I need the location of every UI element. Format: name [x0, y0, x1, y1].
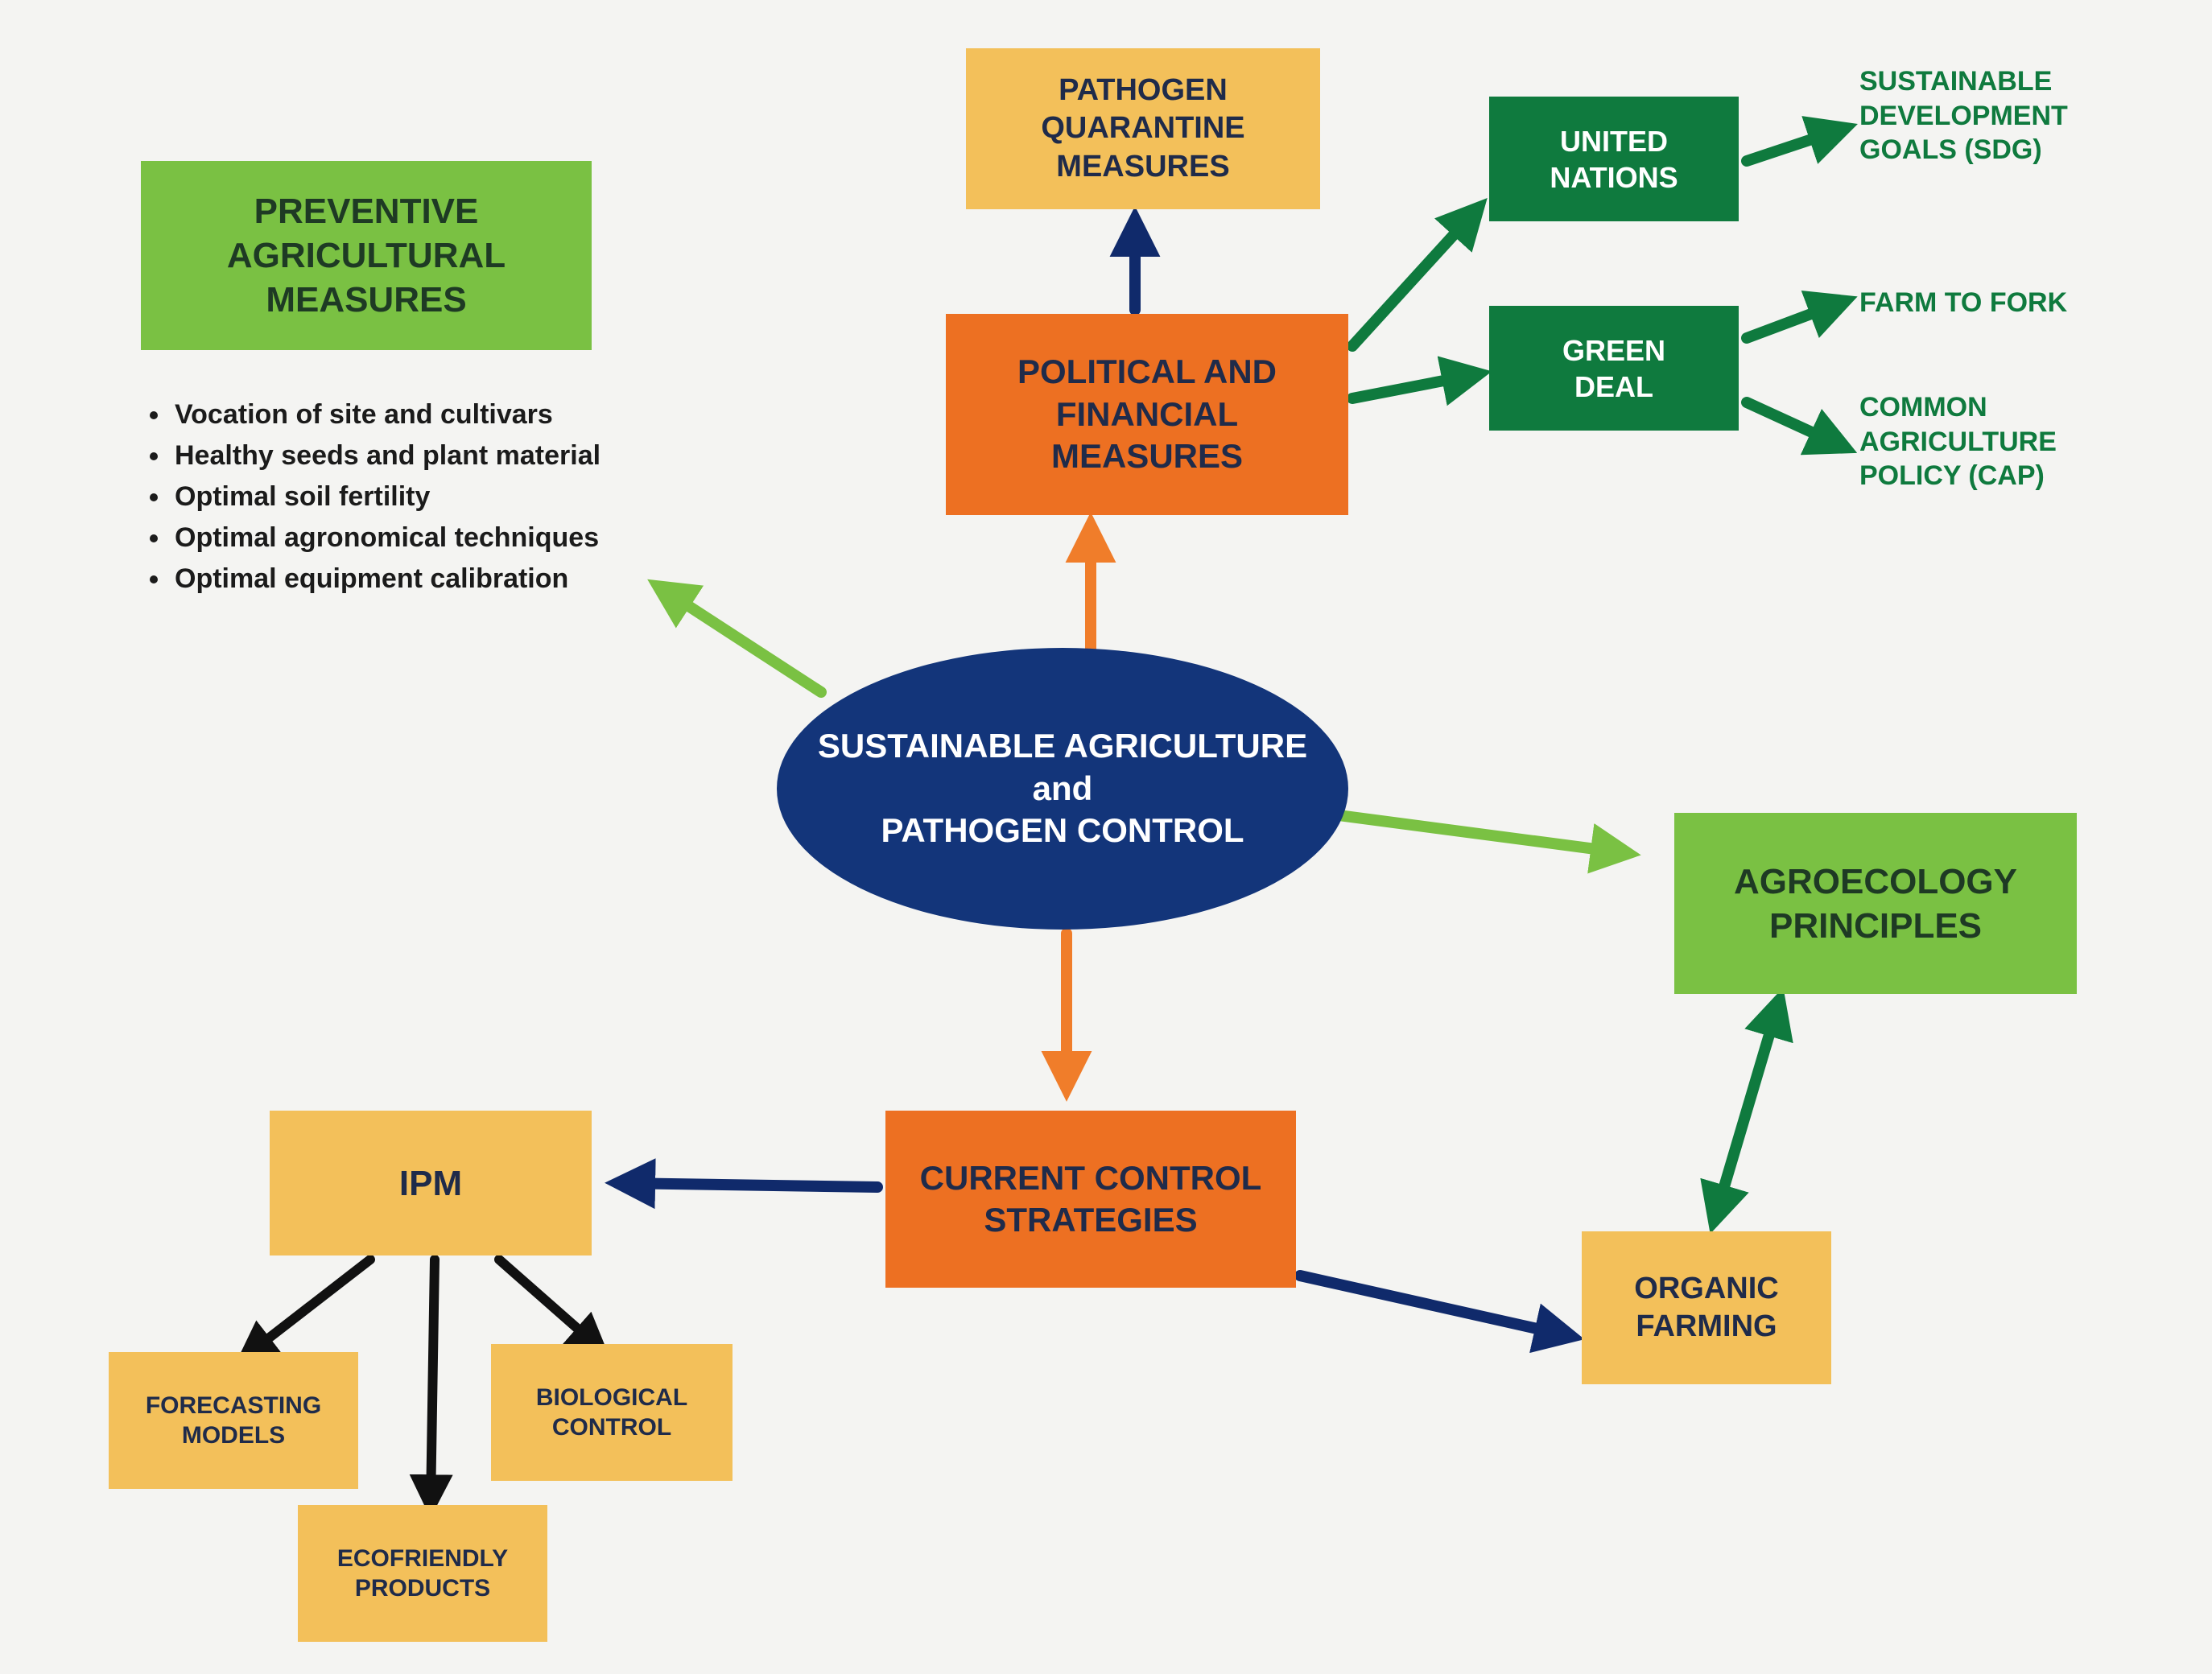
node-united-nations: UNITED NATIONS	[1489, 97, 1739, 221]
node-forecasting-models: FORECASTING MODELS	[109, 1352, 358, 1489]
arrow-greendeal-to-cap	[1747, 402, 1843, 447]
arrow-current-to-organic	[1300, 1276, 1570, 1336]
text-farm-to-fork: FARM TO FORK	[1859, 286, 2067, 320]
node-green-deal: GREEN DEAL	[1489, 306, 1739, 431]
node-biological-control: BIOLOGICAL CONTROL	[491, 1344, 733, 1481]
node-agroecology-principles: AGROECOLOGY PRINCIPLES	[1674, 813, 2077, 994]
node-ipm: IPM	[270, 1111, 592, 1256]
preventive-bullet-list: Vocation of site and cultivarsHealthy se…	[141, 394, 600, 600]
node-current-control: CURRENT CONTROL STRATEGIES	[885, 1111, 1296, 1288]
node-organic-farming: ORGANIC FARMING	[1582, 1231, 1831, 1384]
node-political-financial: POLITICAL AND FINANCIAL MEASURES	[946, 314, 1348, 515]
preventive-bullet-item: Optimal agronomical techniques	[171, 517, 600, 559]
node-pathogen-quarantine: PATHOGEN QUARANTINE MEASURES	[966, 48, 1320, 209]
arrow-ipm-to-forecasting	[246, 1260, 370, 1356]
preventive-bullet-item: Optimal equipment calibration	[171, 559, 600, 600]
arrow-greendeal-to-f2f	[1747, 302, 1843, 338]
node-preventive-measures: PREVENTIVE AGRICULTURAL MEASURES	[141, 161, 592, 350]
preventive-bullet-item: Healthy seeds and plant material	[171, 435, 600, 476]
arrow-un-to-sdg	[1747, 129, 1843, 161]
arrow-center-to-agroecology	[1320, 813, 1626, 853]
arrow-political-to-un	[1352, 209, 1477, 346]
arrow-agroecology-organic	[1715, 1002, 1779, 1219]
arrow-political-to-greendeal	[1352, 374, 1477, 398]
center-label: SUSTAINABLE AGRICULTURE and PATHOGEN CON…	[777, 648, 1348, 930]
arrow-ipm-to-biological	[499, 1260, 600, 1348]
arrow-ipm-to-ecofriendly	[431, 1260, 435, 1505]
preventive-bullet-item: Optimal soil fertility	[171, 476, 600, 517]
preventive-bullet-item: Vocation of site and cultivars	[171, 394, 600, 435]
node-ecofriendly-products: ECOFRIENDLY PRODUCTS	[298, 1505, 547, 1642]
text-sdg: SUSTAINABLE DEVELOPMENT GOALS (SDG)	[1859, 64, 2068, 167]
arrow-current-to-ipm	[620, 1183, 877, 1187]
text-cap: COMMON AGRICULTURE POLICY (CAP)	[1859, 390, 2057, 493]
